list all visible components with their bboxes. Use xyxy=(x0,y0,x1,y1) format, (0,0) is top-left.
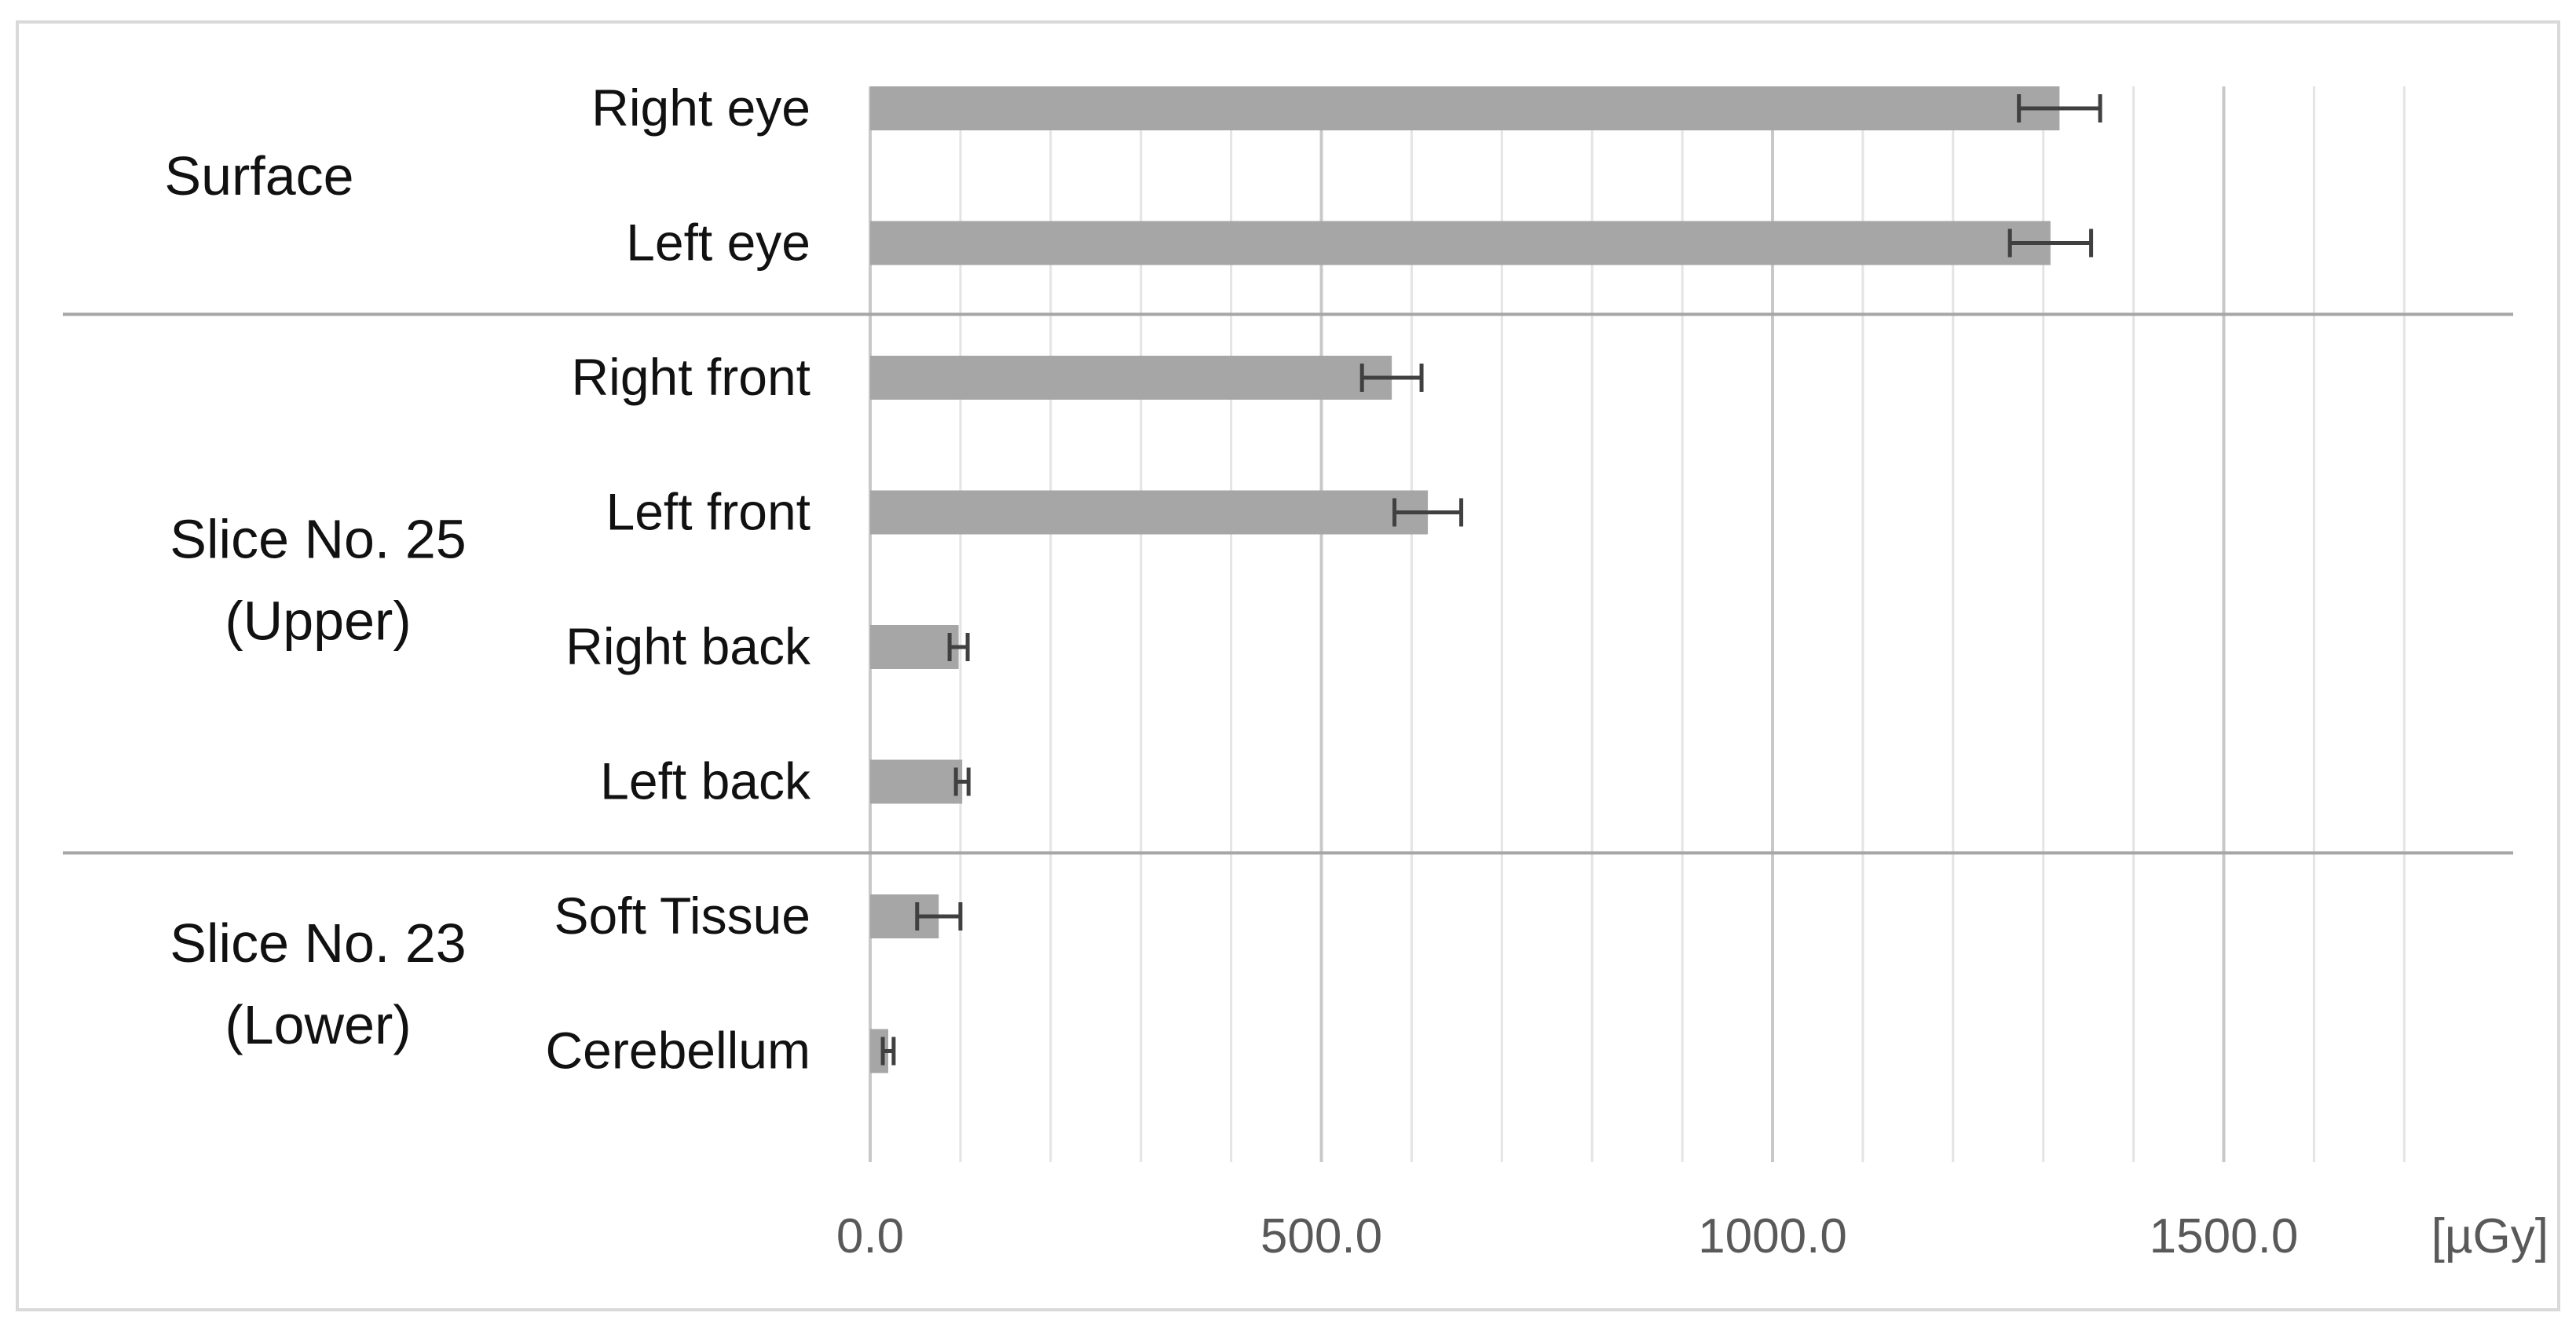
x-axis-unit-label: [µGy] xyxy=(2431,1209,2549,1263)
x-tick-label: 1500.0 xyxy=(2150,1209,2299,1263)
group-label: Slice No. 25 xyxy=(170,508,466,569)
group-labels: Surface Slice No. 25 (Upper) Slice No. 23 (L… xyxy=(164,145,466,1055)
category-label: Soft Tissue xyxy=(554,887,811,945)
group-label: (Upper) xyxy=(225,590,411,651)
category-label: Left eye xyxy=(626,214,810,272)
grid-lines xyxy=(869,86,2406,1162)
bar-left-back xyxy=(870,759,963,804)
category-label: Left back xyxy=(600,752,811,810)
bar-right-back xyxy=(870,625,959,669)
group-label: (Lower) xyxy=(225,994,411,1055)
x-axis-tick-labels: 0.0 500.0 1000.0 1500.0 xyxy=(836,1209,2298,1263)
group-label: Surface xyxy=(164,145,353,207)
x-tick-label: 0.0 xyxy=(836,1209,904,1263)
x-tick-label: 500.0 xyxy=(1261,1209,1382,1263)
bars xyxy=(870,86,2060,1073)
bar-right-eye xyxy=(870,86,2060,130)
group-separators xyxy=(63,313,2513,855)
group-label: Slice No. 23 xyxy=(170,912,466,974)
chart-border xyxy=(16,20,2560,1311)
category-label: Right back xyxy=(565,617,811,675)
category-label: Right front xyxy=(572,348,810,406)
category-label: Cerebellum xyxy=(546,1022,810,1080)
bar-left-front xyxy=(870,490,1429,535)
error-bars xyxy=(880,94,2102,1066)
bar-left-eye xyxy=(870,221,2051,265)
category-label: Left front xyxy=(606,483,811,541)
x-tick-label: 1000.0 xyxy=(1698,1209,1847,1263)
category-labels: Right eye Left eye Right front Left front Ri… xyxy=(546,79,811,1080)
bar-right-front xyxy=(870,356,1392,400)
category-label: Right eye xyxy=(591,79,810,137)
